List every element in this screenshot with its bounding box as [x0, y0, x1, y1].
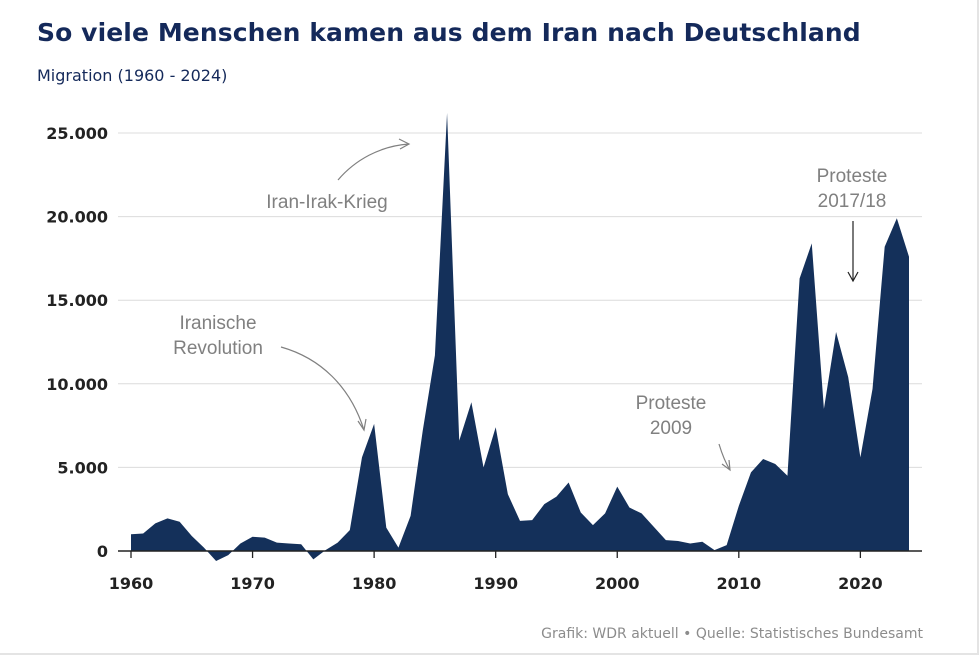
- annotation-protests2017-line2: 2017/18: [818, 191, 887, 212]
- footer-separator: •: [683, 626, 692, 642]
- annotation-protests2009-line1: Proteste: [636, 393, 707, 414]
- y-axis-ticks: 0 5.000 10.000 15.000 20.000 25.000: [46, 124, 108, 561]
- annotation-protests2009-line2: 2009: [650, 418, 692, 439]
- annotation-protests2009-arrow: [718, 443, 731, 471]
- chart-subtitle: Migration (1960 - 2024): [37, 66, 228, 85]
- annotation-war-arrowhead: [398, 138, 411, 150]
- x-tick-label: 1960: [109, 574, 154, 593]
- footer-source: Quelle: Statistisches Bundesamt: [695, 626, 923, 642]
- x-tick-label: 2010: [717, 574, 762, 593]
- annotation-protests2017-line1: Proteste: [817, 166, 888, 187]
- migration-area: [131, 112, 909, 562]
- x-tick-label: 1980: [352, 574, 397, 593]
- annotation-protests2017-arrowhead: [847, 271, 859, 283]
- annotation-war-arrow: [337, 143, 410, 181]
- y-tick-label: 20.000: [46, 208, 108, 227]
- annotation-revolution-arrowhead: [357, 418, 367, 432]
- footer: Grafik: WDR aktuell • Quelle: Statistisc…: [541, 626, 923, 642]
- x-tick-label: 2020: [838, 574, 883, 593]
- y-tick-label: 5.000: [57, 458, 108, 477]
- annotation-revolution-line1: Iranische: [179, 313, 256, 334]
- annotation-war: Iran-Irak-Krieg: [266, 192, 387, 213]
- chart-title: So viele Menschen kamen aus dem Iran nac…: [37, 18, 861, 47]
- x-axis-ticks: 1960 1970 1980 1990 2000 2010 2020: [109, 551, 883, 593]
- footer-credit: Grafik: WDR aktuell: [541, 626, 679, 642]
- y-tick-label: 0: [97, 542, 108, 561]
- annotation-revolution-line2: Revolution: [173, 338, 263, 359]
- y-tick-label: 15.000: [46, 291, 108, 310]
- annotation-protests2009-arrowhead: [721, 459, 731, 472]
- x-tick-label: 1970: [230, 574, 275, 593]
- annotation-revolution-arrow: [280, 346, 365, 431]
- y-tick-label: 25.000: [46, 124, 108, 143]
- y-tick-label: 10.000: [46, 375, 108, 394]
- x-tick-label: 2000: [595, 574, 640, 593]
- x-tick-label: 1990: [473, 574, 518, 593]
